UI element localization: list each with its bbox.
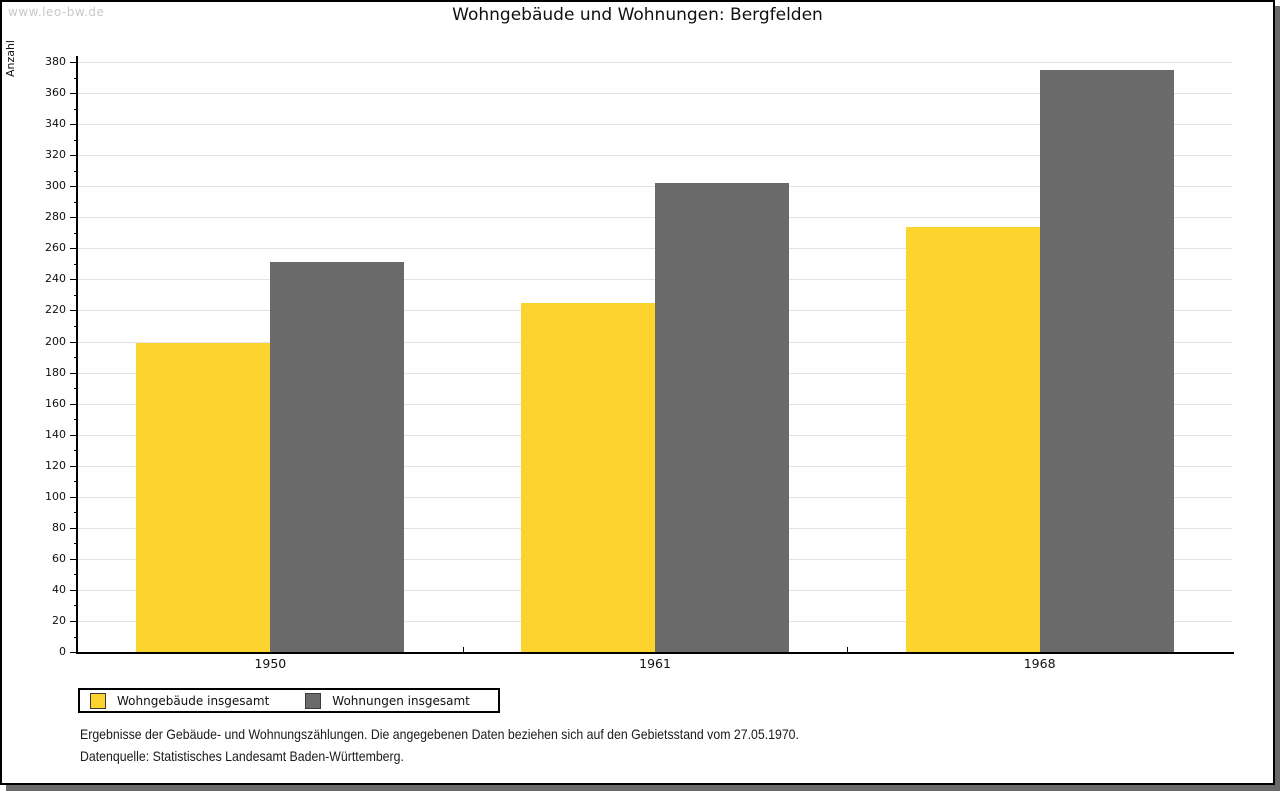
- y-tick-label: 0: [59, 645, 66, 658]
- panel-shadow-right: [1275, 6, 1280, 791]
- y-tick: [70, 279, 78, 281]
- y-tick-label: 220: [45, 303, 66, 317]
- page-title: Wohngebäude und Wohnungen: Bergfelden: [452, 5, 823, 25]
- gridline: [78, 62, 1232, 63]
- gridline: [78, 93, 1232, 95]
- y-tick-label: 80: [52, 520, 66, 534]
- y-tick-label: 160: [45, 396, 66, 410]
- x-boundary-tick: [847, 647, 849, 652]
- y-tick-label: 40: [52, 582, 66, 596]
- y-tick-label: 260: [45, 241, 66, 255]
- bar-1950-series2: [270, 262, 405, 652]
- y-tick: [70, 403, 78, 405]
- y-tick: [74, 481, 78, 483]
- gridline: [78, 155, 1232, 157]
- y-tick: [74, 139, 78, 141]
- y-tick-label: 360: [45, 86, 66, 100]
- y-tick-label: 60: [52, 551, 66, 565]
- legend-label: Wohnungen insgesamt: [332, 693, 470, 708]
- y-tick: [70, 248, 78, 250]
- footnote-line2: Datenquelle: Statistisches Landesamt Bad…: [80, 748, 404, 764]
- y-tick: [74, 294, 78, 296]
- gridline: [78, 124, 1232, 126]
- y-tick-label: 380: [45, 55, 66, 68]
- y-tick-label: 200: [45, 334, 66, 348]
- y-tick: [70, 589, 78, 591]
- y-tick: [70, 620, 78, 622]
- watermark: www.leo-bw.de: [8, 5, 105, 19]
- y-tick: [74, 108, 78, 110]
- y-tick: [70, 93, 78, 95]
- bar-1968-series1: [905, 226, 1040, 652]
- y-tick: [70, 341, 78, 343]
- y-tick: [74, 512, 78, 514]
- y-tick-label: 340: [45, 117, 66, 131]
- y-tick: [70, 465, 78, 467]
- legend-swatch-yellow-icon: [90, 692, 106, 709]
- y-tick-label: 280: [45, 210, 66, 224]
- y-tick: [74, 325, 78, 327]
- y-tick-label: 240: [45, 272, 66, 286]
- y-tick-label: 300: [45, 179, 66, 193]
- y-tick: [74, 357, 78, 358]
- y-tick: [74, 636, 78, 638]
- y-tick: [74, 232, 78, 234]
- y-tick: [70, 217, 78, 219]
- y-axis-line: [76, 56, 78, 654]
- y-tick: [70, 155, 78, 157]
- y-tick: [74, 419, 78, 421]
- legend-item: Wohngebäude insgesamt: [90, 692, 270, 709]
- footnote-line1: Ergebnisse der Gebäude- und Wohnungszähl…: [80, 726, 799, 742]
- y-tick: [74, 263, 78, 265]
- x-category-label: 1968: [1023, 656, 1056, 671]
- y-tick: [70, 434, 78, 436]
- plot-area: [78, 62, 1232, 652]
- y-tick: [70, 186, 78, 188]
- y-tick: [74, 605, 78, 607]
- y-tick: [74, 543, 78, 545]
- x-category-label: 1961: [639, 656, 671, 671]
- y-tick-label: 100: [45, 489, 66, 503]
- x-boundary-tick: [462, 647, 464, 652]
- bar-1961-series1: [521, 302, 655, 652]
- y-tick: [70, 652, 78, 653]
- legend-swatch-gray-icon: [305, 692, 322, 709]
- x-category-label: 1950: [254, 656, 287, 671]
- x-axis-line: [76, 652, 1234, 654]
- y-tick-label: 320: [45, 148, 66, 162]
- bar-1968-series2: [1039, 69, 1174, 652]
- y-tick: [70, 372, 78, 374]
- y-tick: [70, 527, 78, 529]
- legend-item: Wohnungen insgesamt: [305, 692, 470, 709]
- bar-1961-series2: [655, 183, 789, 652]
- y-tick: [74, 201, 78, 203]
- legend: Wohngebäude insgesamt Wohnungen insgesam…: [78, 688, 500, 713]
- y-tick: [70, 62, 78, 63]
- y-tick: [70, 310, 78, 312]
- y-tick-label: 20: [52, 613, 66, 627]
- y-tick: [74, 388, 78, 390]
- y-tick-label: 180: [45, 365, 66, 379]
- y-tick: [74, 574, 78, 576]
- y-axis-title: Anzahl: [4, 40, 17, 78]
- y-tick: [74, 170, 78, 172]
- y-tick: [70, 558, 78, 560]
- bar-1950-series1: [136, 343, 271, 652]
- panel-shadow-bottom: [6, 785, 1280, 791]
- y-tick: [70, 496, 78, 498]
- y-tick: [74, 77, 78, 79]
- y-tick-label: 120: [45, 458, 66, 472]
- y-tick: [70, 124, 78, 126]
- legend-label: Wohngebäude insgesamt: [117, 693, 270, 708]
- y-tick-label: 140: [45, 427, 66, 441]
- y-tick: [74, 450, 78, 452]
